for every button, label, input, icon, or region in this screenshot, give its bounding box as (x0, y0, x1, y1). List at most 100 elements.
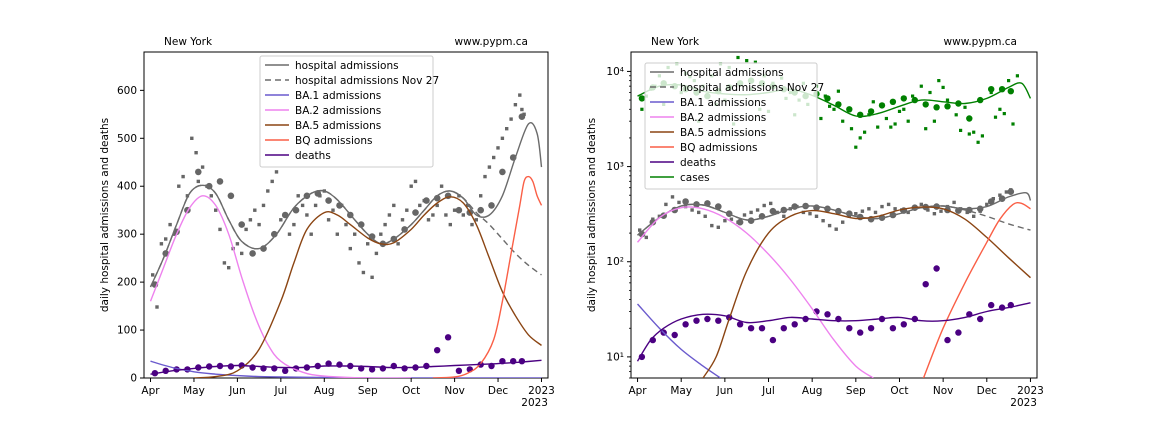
data-point-scatter-small (396, 242, 400, 246)
data-point-scatter-small (697, 210, 701, 215)
data-point-scatter-small (418, 203, 422, 208)
data-point-scatter-deaths (889, 325, 897, 332)
data-point-scatter-small (470, 222, 474, 227)
data-point-scatter-cases-small (928, 90, 932, 95)
data-point-scatter-deaths (249, 364, 256, 371)
data-point-scatter-small (985, 202, 989, 207)
data-point-scatter-small (200, 165, 205, 169)
data-point-scatter-cases-weekly (933, 104, 940, 111)
data-point-scatter-cases-small (1011, 122, 1015, 126)
data-point-scatter-small (279, 218, 283, 222)
data-point-scatter-small (405, 208, 409, 212)
data-point-scatter-cases-small (906, 119, 910, 123)
data-point-scatter-small (703, 214, 707, 218)
data-point-scatter-cases-small (889, 125, 893, 129)
data-point-scatter-weekly (455, 206, 463, 214)
data-point-scatter-small (513, 103, 518, 107)
data-point-scatter-small (366, 242, 370, 246)
data-point-scatter-small (821, 219, 825, 223)
x-tick-label: Sep (846, 385, 866, 397)
data-point-scatter-cases-small (736, 55, 740, 60)
data-point-scatter-small (474, 218, 478, 222)
series-line-hospital-admissions-nov-27 (149, 184, 542, 288)
data-point-scatter-cases-weekly (1007, 88, 1014, 95)
data-point-scatter-small (827, 223, 832, 228)
data-point-scatter-small (400, 218, 405, 222)
data-point-scatter-small (235, 242, 240, 246)
legend-label-hospital-admissions: hospital admissions (295, 60, 399, 72)
data-point-scatter-small (448, 222, 452, 227)
data-point-scatter-small (392, 203, 396, 208)
data-point-scatter-small (492, 155, 496, 160)
data-point-scatter-weekly (368, 233, 376, 240)
data-point-scatter-cases-small (980, 134, 984, 138)
data-point-scatter-small (353, 232, 357, 236)
data-point-scatter-cases-small (989, 90, 993, 95)
data-point-scatter-weekly (736, 218, 744, 226)
data-point-scatter-cases-small (832, 107, 836, 111)
data-point-scatter-small (670, 195, 675, 199)
data-point-scatter-weekly (292, 206, 300, 214)
y-tick-label: 400 (117, 181, 137, 193)
data-point-scatter-cases-small (893, 122, 897, 126)
x-tick-label: Jul (761, 385, 775, 397)
data-point-scatter-small (296, 194, 300, 198)
data-point-scatter-cases-weekly (867, 108, 875, 115)
data-point-scatter-weekly (227, 192, 235, 200)
data-point-scatter-cases-weekly (824, 95, 831, 102)
data-point-scatter-small (387, 213, 392, 217)
data-point-scatter-small (257, 222, 261, 227)
data-point-scatter-cases-small (897, 109, 902, 113)
data-point-scatter-deaths (846, 325, 853, 332)
data-point-scatter-cases-small (854, 145, 858, 149)
data-point-scatter-cases-weekly (988, 86, 995, 93)
data-point-scatter-small (305, 213, 309, 217)
data-point-scatter-small (266, 189, 270, 193)
data-point-scatter-cases-small (972, 130, 976, 134)
data-point-scatter-cases-small (828, 104, 832, 108)
data-point-scatter-cases-small (819, 116, 823, 121)
data-point-scatter-small (841, 220, 845, 224)
data-point-scatter-small (509, 117, 513, 121)
data-point-scatter-deaths (671, 331, 678, 339)
x-tick-label: Apr (628, 385, 647, 397)
data-point-scatter-small (164, 237, 168, 241)
x-tick-label: Aug (802, 385, 823, 397)
data-point-scatter-deaths (791, 321, 798, 328)
y-tick-label: 10² (606, 256, 624, 268)
x-tick-label: May (670, 385, 692, 397)
data-point-scatter-weekly (216, 178, 224, 185)
data-point-scatter-cases-small (976, 140, 980, 144)
data-point-scatter-weekly (987, 198, 995, 205)
data-point-scatter-cases-weekly (638, 95, 646, 102)
data-point-scatter-small (335, 232, 339, 236)
data-point-scatter-small (151, 273, 155, 277)
data-point-scatter-weekly (715, 203, 722, 210)
series-line-bq-admissions (432, 175, 543, 378)
y-tick-label: 0 (130, 373, 137, 385)
series-line-ba-1-admissions (150, 360, 542, 378)
data-point-scatter-small (435, 203, 439, 208)
data-point-scatter-cases-small (902, 107, 906, 111)
legend-label-bq-admissions: BQ admissions (295, 135, 372, 147)
data-point-scatter-deaths (824, 311, 831, 318)
data-point-scatter-deaths (769, 336, 777, 344)
data-point-scatter-deaths (736, 321, 744, 328)
x-tick-label: Oct (402, 385, 420, 397)
y-tick-label: 600 (117, 85, 137, 97)
data-point-scatter-cases-small (858, 136, 862, 140)
data-point-scatter-weekly (238, 221, 245, 228)
legend-label-ba-1-admissions: BA.1 admissions (295, 90, 381, 102)
title-right: www.pypm.ca (944, 36, 1017, 48)
y-tick-label: 500 (117, 133, 137, 145)
data-point-scatter-cases-small (849, 127, 854, 131)
data-point-scatter-weekly (682, 198, 689, 205)
series-line-ba-5-admissions (193, 196, 542, 378)
data-point-scatter-small (227, 266, 231, 270)
data-point-scatter-small (893, 207, 897, 211)
data-point-scatter-small (742, 213, 747, 217)
x-tick-label: Aug (314, 385, 335, 397)
data-point-scatter-cases-small (841, 119, 845, 123)
data-point-scatter-deaths (434, 347, 441, 354)
data-point-scatter-deaths (682, 321, 689, 328)
